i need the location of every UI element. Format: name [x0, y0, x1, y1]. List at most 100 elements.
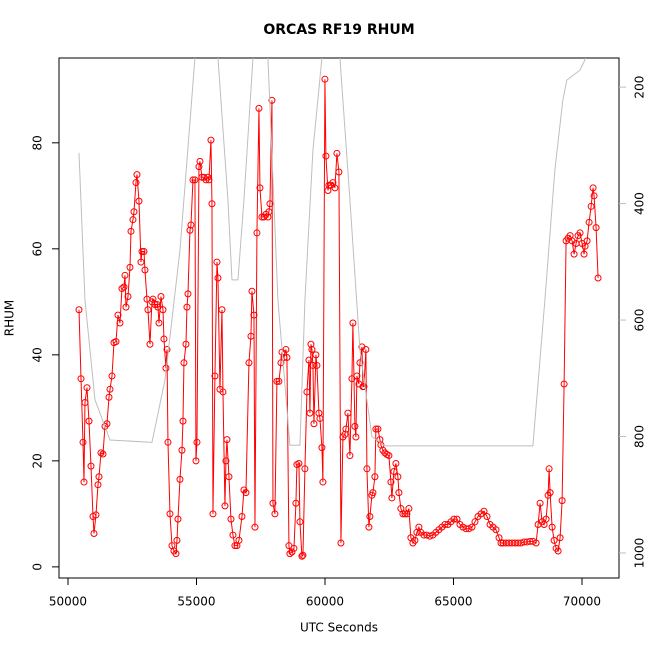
point [195, 163, 203, 171]
point [248, 287, 256, 295]
point [218, 306, 226, 314]
point [106, 385, 114, 393]
point [92, 511, 100, 519]
point [290, 544, 298, 552]
point [196, 157, 204, 165]
point [75, 306, 83, 314]
point [341, 430, 349, 438]
point [122, 303, 130, 311]
point [116, 319, 124, 327]
point [231, 542, 239, 550]
point [301, 465, 309, 473]
point [141, 266, 149, 274]
point [321, 75, 329, 83]
point [124, 293, 132, 301]
point [225, 473, 233, 481]
point [333, 149, 341, 157]
point [114, 311, 122, 319]
point [90, 529, 98, 537]
point [160, 335, 168, 343]
point [227, 515, 235, 523]
point [157, 293, 165, 301]
point [173, 536, 181, 544]
point [318, 444, 326, 452]
point [137, 258, 145, 266]
point [298, 552, 306, 560]
point [532, 539, 540, 547]
point [395, 489, 403, 497]
point [388, 494, 396, 502]
point [352, 433, 360, 441]
y-tick-label: 20 [31, 453, 45, 468]
y2-tick-label: 400 [633, 192, 647, 215]
point [372, 425, 380, 433]
point [79, 438, 87, 446]
point [222, 457, 230, 465]
y-tick-label: 80 [31, 135, 45, 150]
point [140, 247, 148, 255]
point [214, 274, 222, 282]
point [369, 489, 377, 497]
point [253, 229, 261, 237]
point [242, 489, 250, 497]
point [127, 227, 135, 235]
point [186, 226, 194, 234]
point [129, 216, 137, 224]
point [385, 452, 393, 460]
point [283, 353, 291, 361]
x-tick-label: 60000 [306, 595, 344, 609]
point [492, 526, 500, 534]
point [399, 510, 407, 518]
point [155, 319, 163, 327]
point [296, 518, 304, 526]
point [453, 515, 461, 523]
point [585, 218, 593, 226]
point [592, 224, 600, 232]
point [450, 515, 458, 523]
series-line [78, 58, 587, 447]
point [265, 208, 273, 216]
point [133, 171, 141, 179]
point [238, 513, 246, 521]
point [184, 290, 192, 298]
y-axis-label: RHUM [3, 300, 17, 337]
point [183, 303, 191, 311]
point [144, 306, 152, 314]
point [146, 340, 154, 348]
point [121, 271, 129, 279]
point [426, 532, 434, 540]
point [331, 184, 339, 192]
point [178, 446, 186, 454]
point [164, 438, 172, 446]
point [130, 208, 138, 216]
point [346, 452, 354, 460]
point [315, 409, 323, 417]
point [363, 465, 371, 473]
point [256, 184, 264, 192]
point [594, 274, 602, 282]
x-tick-label: 50000 [49, 595, 87, 609]
point [387, 478, 395, 486]
point [273, 377, 281, 385]
point [235, 536, 243, 544]
point [277, 359, 285, 367]
point [349, 319, 357, 327]
point [335, 168, 343, 176]
point [187, 221, 195, 229]
point [209, 510, 217, 518]
point [405, 505, 413, 513]
point [587, 202, 595, 210]
point [554, 547, 562, 555]
point [83, 384, 91, 392]
point [295, 460, 303, 468]
point [219, 388, 227, 396]
point [266, 200, 274, 208]
y-tick-label: 60 [31, 241, 45, 256]
point [247, 332, 255, 340]
x-tick-label: 70000 [563, 595, 601, 609]
point [99, 450, 107, 458]
point [312, 351, 320, 359]
point [342, 425, 350, 433]
point [174, 515, 182, 523]
plot-frame [58, 57, 620, 579]
